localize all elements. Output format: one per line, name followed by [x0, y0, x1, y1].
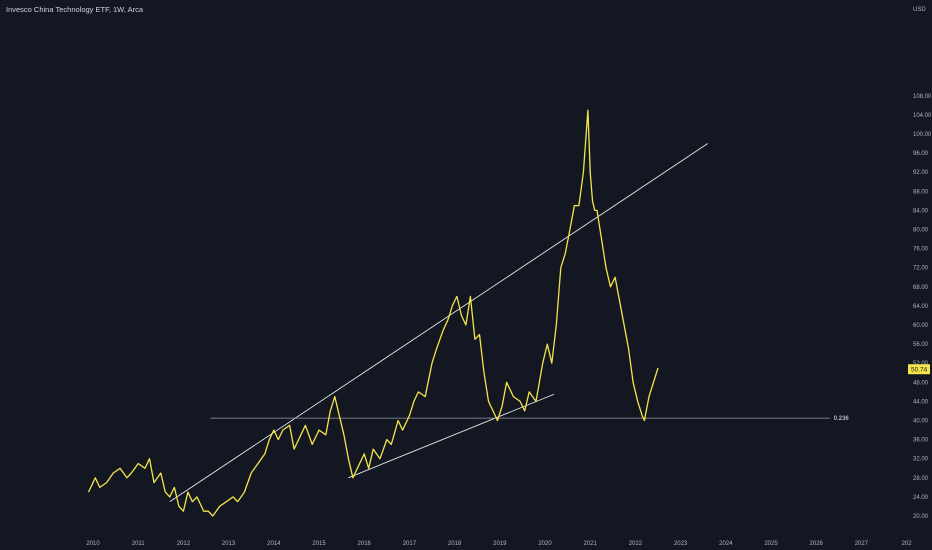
y-tick-label: 104.00	[913, 113, 932, 119]
y-tick-label: 72.00	[913, 266, 929, 272]
x-tick-label: 202	[902, 541, 913, 547]
series-layer[interactable]	[87, 109, 659, 517]
x-tick-label: 2015	[312, 541, 326, 547]
y-tick-label: 92.00	[913, 170, 929, 176]
x-tick-label: 2018	[448, 541, 462, 547]
y-tick-label: 40.00	[913, 419, 929, 425]
x-tick-label: 2012	[177, 541, 191, 547]
y-tick-label: 20.00	[913, 514, 929, 520]
x-tick-label: 2017	[403, 541, 417, 547]
y-tick-label: 48.00	[913, 380, 929, 386]
upper-trendline[interactable]	[169, 143, 708, 503]
badges: 50.74	[908, 364, 930, 375]
x-tick-label: 2019	[493, 541, 507, 547]
x-tick-label: 2014	[267, 541, 281, 547]
x-tick-label: 2025	[764, 541, 778, 547]
x-tick-label: 2013	[222, 541, 236, 547]
fib-level-label: 0.236	[834, 416, 850, 422]
y-tick-label: 60.00	[913, 323, 929, 329]
x-tick-label: 2011	[132, 541, 146, 547]
x-tick-label: 2023	[674, 541, 688, 547]
x-tick-label: 2010	[86, 541, 100, 547]
x-tick-label: 2020	[538, 541, 552, 547]
currency-label: USD	[913, 7, 926, 13]
y-tick-label: 64.00	[913, 304, 929, 310]
price-series-line[interactable]	[87, 109, 659, 517]
y-tick-label: 24.00	[913, 495, 929, 501]
lower-trendline[interactable]	[348, 393, 555, 479]
y-tick-label: 108.00	[913, 94, 932, 100]
x-tick-label: 2024	[719, 541, 733, 547]
y-tick-label: 28.00	[913, 476, 929, 482]
y-tick-label: 52.00	[913, 361, 929, 367]
last-price-badge	[908, 364, 930, 375]
y-tick-label: 36.00	[913, 438, 929, 444]
y-tick-label: 44.00	[913, 399, 929, 405]
y-tick-label: 76.00	[913, 247, 929, 253]
x-tick-label: 2022	[629, 541, 643, 547]
last-price-label: 50.74	[911, 367, 928, 374]
x-tick-label: 2016	[358, 541, 372, 547]
x-tick-label: 2027	[855, 541, 869, 547]
y-tick-label: 80.00	[913, 228, 929, 234]
x-tick-label: 2026	[810, 541, 824, 547]
y-tick-label: 84.00	[913, 208, 929, 214]
chart-title: Invesco China Technology ETF, 1W, Arca	[6, 5, 144, 14]
y-tick-label: 88.00	[913, 189, 929, 195]
y-tick-label: 32.00	[913, 457, 929, 463]
drawing-annotations[interactable]: 0.236	[169, 143, 850, 503]
y-tick-label: 68.00	[913, 285, 929, 291]
x-tick-label: 2021	[584, 541, 598, 547]
y-tick-label: 96.00	[913, 151, 929, 157]
y-tick-label: 100.00	[913, 132, 932, 138]
time-axis[interactable]: 2010 2011 2012 2013 2014 2015 2016 2017 2018 2019…	[86, 541, 912, 547]
price-axis[interactable]: USD 108.00 104.00 100.00 96.00 92.00 88.00 84.…	[913, 7, 932, 520]
y-tick-label: 56.00	[913, 342, 929, 348]
